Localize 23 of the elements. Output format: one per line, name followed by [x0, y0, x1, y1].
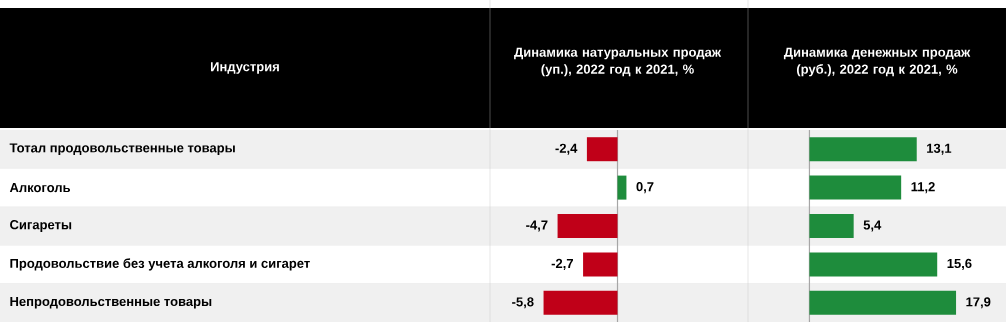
- bar: [809, 252, 938, 277]
- bar: [809, 175, 902, 200]
- y-tick-label: Продовольствие без учета алкоголя и сигарет: [10, 258, 310, 271]
- data-label: 15,6: [947, 258, 972, 270]
- data-label: 5,4: [863, 220, 882, 232]
- chart-title: Динамика натуральных продаж (уп.), 2022 год к 2021, %: [514, 47, 722, 77]
- data-label: -2,4: [555, 143, 578, 155]
- y-tick-label: Сигареты: [10, 220, 72, 232]
- y-axis-title: Индустрия: [210, 62, 279, 74]
- y-tick-label: Алкоголь: [9, 183, 71, 193]
- data-label: -2,7: [551, 258, 573, 270]
- bar: [809, 214, 854, 239]
- data-label: 11,2: [911, 182, 935, 194]
- bar: [809, 137, 917, 162]
- data-label: -4,7: [526, 220, 548, 232]
- data-label: 13,1: [927, 143, 952, 155]
- data-label: -5,8: [512, 297, 534, 309]
- data-label: 17,9: [966, 297, 991, 309]
- y-tick-label: Непродовольственные товары: [10, 296, 212, 309]
- y-tick-label: Тотал продовольственные товары: [9, 143, 235, 156]
- data-label: 0,7: [636, 182, 654, 194]
- bar: [809, 290, 957, 315]
- chart-title: Динамика денежных продаж (руб.), 2022 год к 2021, %: [783, 47, 971, 77]
